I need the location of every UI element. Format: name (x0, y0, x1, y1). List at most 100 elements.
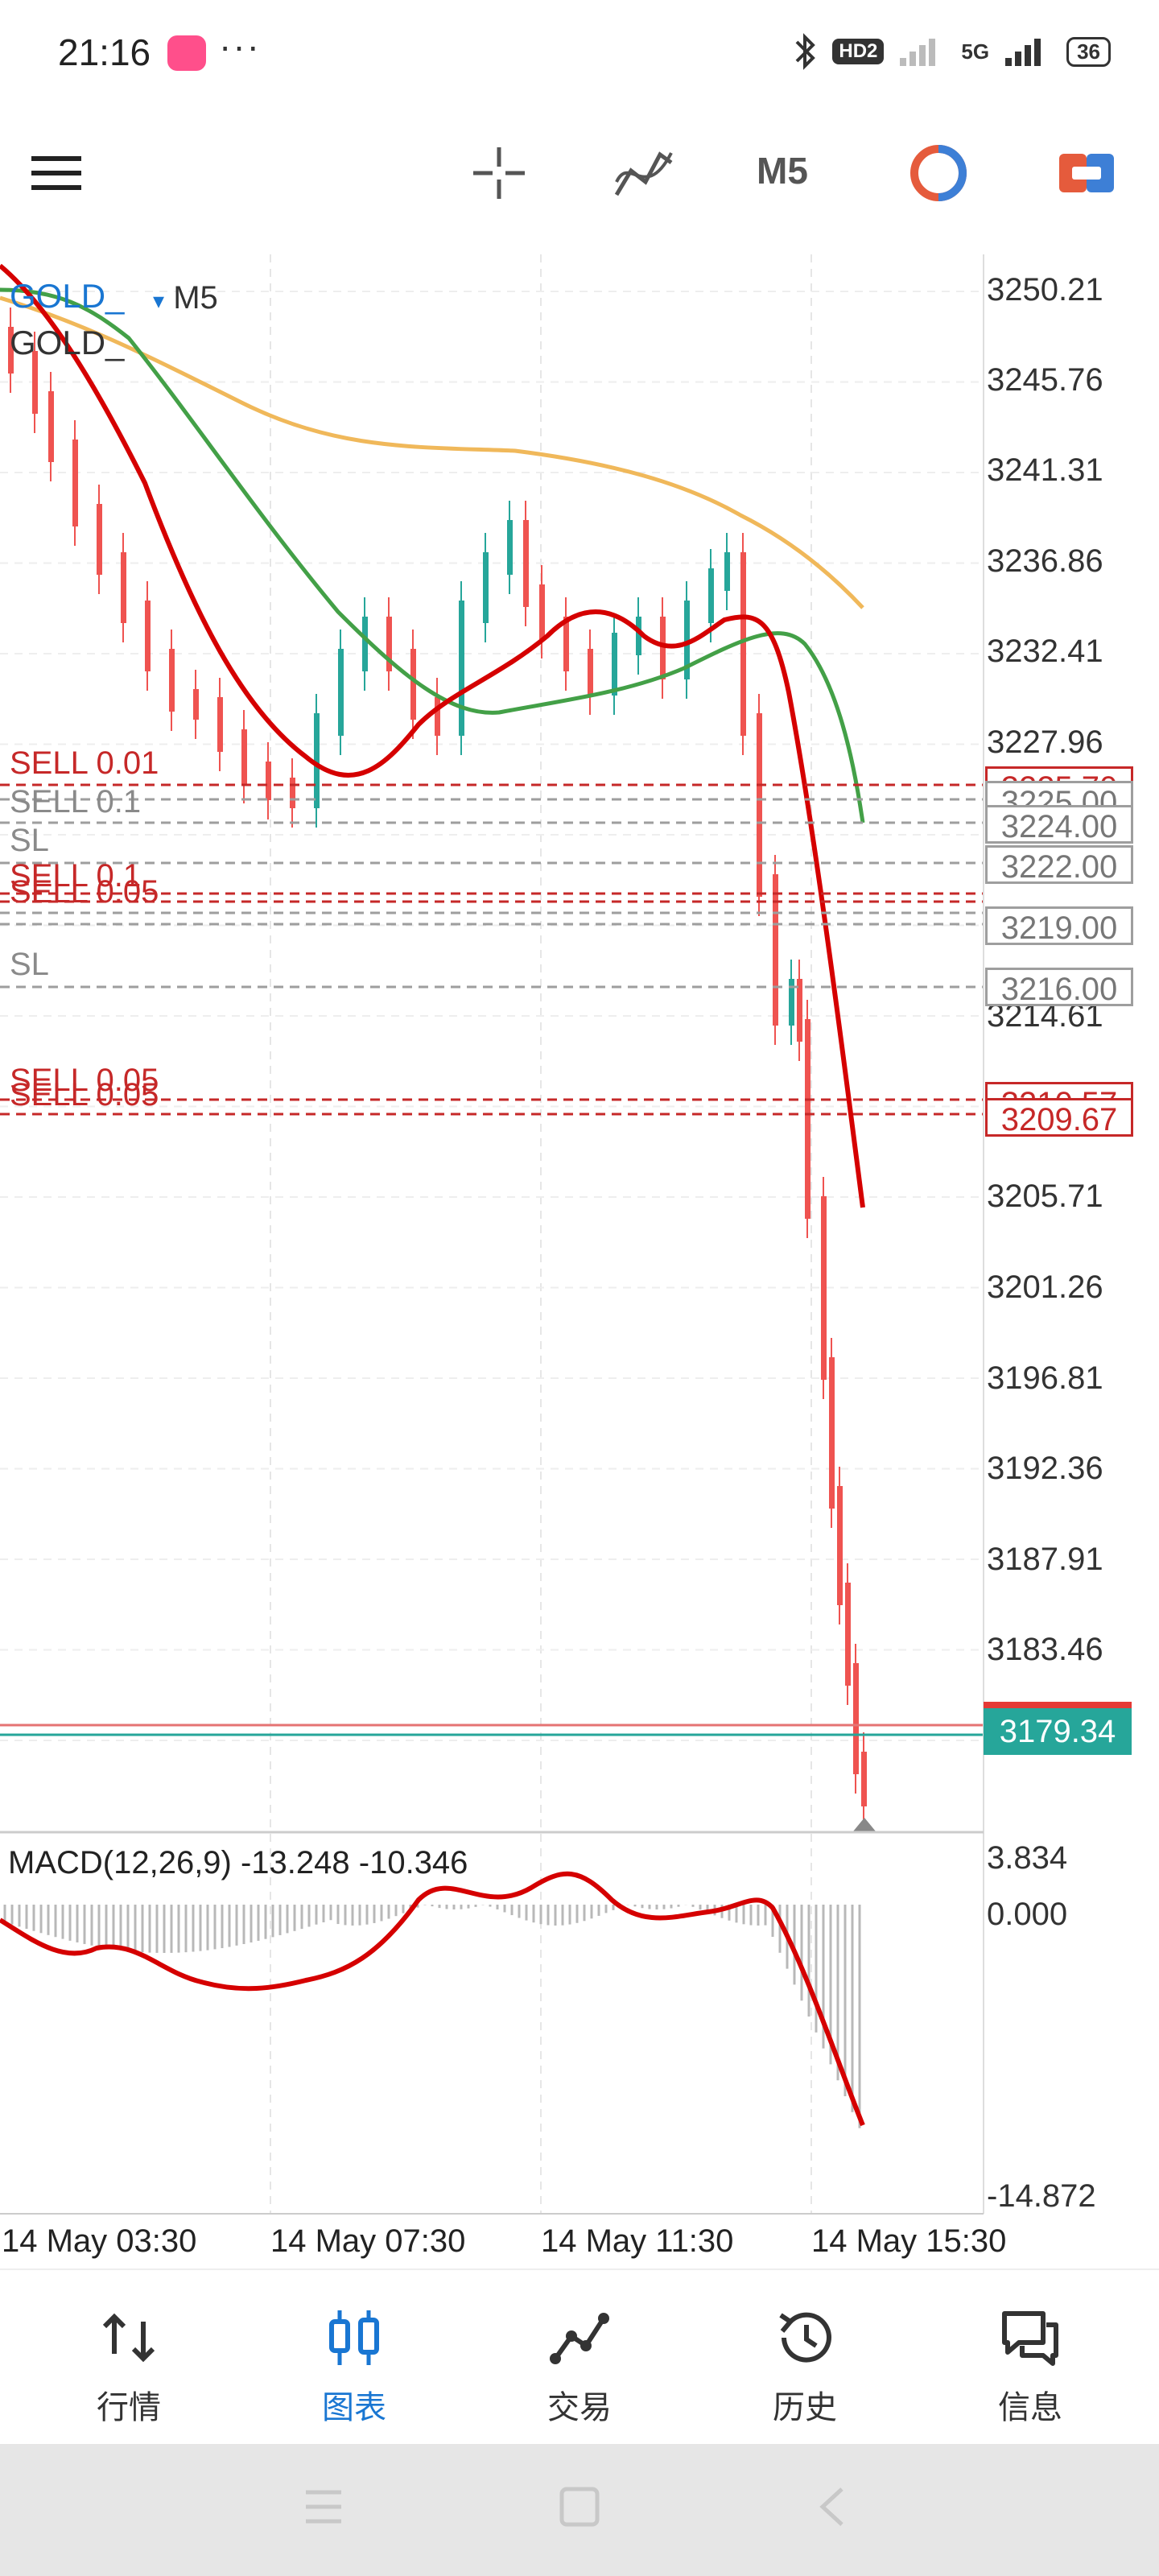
messages-icon (1002, 2311, 1058, 2366)
time-label: 14 May 11:30 (541, 2223, 734, 2259)
order-label[interactable]: SELL 0.1 (10, 784, 142, 819)
quotes-icon (102, 2313, 155, 2363)
candle-body (588, 649, 593, 696)
price-chart[interactable] (0, 0, 1159, 2254)
network-type: 5G (961, 39, 990, 64)
candle-body (797, 979, 802, 1042)
candle-body (169, 649, 175, 712)
candle-body (684, 601, 690, 679)
hd-badge: HD2 (832, 39, 885, 64)
candle-body (805, 1019, 810, 1219)
order-label[interactable]: SELL 0.05 (10, 1077, 159, 1113)
price-tick: 3196.81 (987, 1360, 1103, 1396)
recent-apps-icon[interactable] (301, 2484, 346, 2529)
price-tick: 3236.86 (987, 543, 1103, 579)
price-tick: 3245.76 (987, 362, 1103, 398)
sl-price-box[interactable]: 3222.00 (985, 845, 1133, 885)
timeframe-button[interactable]: M5 (757, 150, 808, 192)
candle-body (789, 979, 794, 1026)
candle-body (145, 601, 151, 671)
price-tick: 3241.31 (987, 452, 1103, 488)
price-tick: 3205.71 (987, 1179, 1103, 1214)
color-theme-icon[interactable] (906, 121, 971, 225)
macd-label: MACD(12,26,9) -13.248 -10.346 (8, 1845, 468, 1880)
macd-signal-line (0, 1871, 865, 2127)
candle-body (724, 552, 730, 591)
nav-label: 图表 (322, 2390, 386, 2425)
last-candle-marker-icon (853, 1818, 876, 1831)
price-tick: 3227.96 (987, 724, 1103, 760)
bluetooth-icon (795, 33, 816, 70)
system-nav-bar (0, 2444, 1159, 2576)
candle-body (845, 1583, 851, 1686)
trade-icon[interactable] (1054, 121, 1119, 225)
bottom-nav: 行情 图表 交易 历史 信息 (0, 2268, 1159, 2446)
order-label[interactable]: SELL 0.05 (10, 1063, 159, 1098)
sl-price-box[interactable]: 3216.00 (985, 968, 1133, 1007)
candle-body (314, 713, 320, 808)
sl-label[interactable]: SL (10, 823, 49, 858)
order-label[interactable]: SELL 0.1 (10, 858, 142, 894)
ma-fast-line (0, 263, 865, 1208)
candle-body (410, 649, 416, 720)
symbol-name[interactable]: GOLD_ (10, 277, 125, 315)
candle-body (523, 520, 529, 607)
battery-icon: 36 (1066, 36, 1111, 67)
order-label[interactable]: SELL 0.05 (10, 874, 159, 910)
nav-quotes[interactable]: 行情 (13, 2270, 245, 2446)
order-price-box[interactable]: 3209.67 (985, 1098, 1133, 1137)
nav-label: 信息 (998, 2390, 1062, 2425)
status-bar: 21:16 ··· HD2 5G 36 (0, 0, 1159, 105)
candle-body (612, 633, 617, 696)
home-icon[interactable] (557, 2484, 602, 2529)
sl-label[interactable]: SL (10, 947, 49, 982)
candle-body (821, 1196, 827, 1380)
sl-price-box[interactable]: 3224.00 (985, 805, 1133, 844)
app-notification-icon (167, 35, 206, 71)
chart-toolbar: M5 (0, 121, 1159, 225)
nav-messages[interactable]: 信息 (914, 2270, 1146, 2446)
price-tick: 3250.21 (987, 272, 1103, 308)
candle-body (97, 504, 102, 575)
price-tick: 3232.41 (987, 634, 1103, 669)
chart-timeframe: M5 (173, 280, 218, 316)
symbol-dropdown-icon[interactable]: ▾ (153, 288, 165, 313)
candle-body (386, 617, 392, 671)
price-tick: 3192.36 (987, 1451, 1103, 1486)
symbol-timeframe: ▾ M5 (153, 280, 218, 316)
candle-body (72, 440, 78, 526)
candle-body (757, 713, 762, 897)
back-icon[interactable] (811, 2484, 856, 2529)
symbol-description: GOLD_ (10, 324, 125, 361)
candle-body (266, 762, 271, 800)
price-tick: 3187.91 (987, 1542, 1103, 1577)
candle-body (8, 327, 14, 374)
candle-body (861, 1752, 867, 1806)
candle-body (290, 778, 295, 808)
macd-histogram (3, 1905, 861, 2128)
candle-body (459, 601, 464, 736)
candle-body (507, 520, 513, 575)
candle-body (483, 552, 489, 623)
nav-label: 历史 (773, 2390, 837, 2425)
menu-icon[interactable] (24, 121, 89, 225)
more-notifications-icon: ··· (219, 25, 261, 67)
candle-body (217, 697, 223, 752)
candle-body (773, 874, 778, 1026)
candles (8, 308, 867, 1826)
candle-body (853, 1663, 859, 1774)
candle-body (636, 617, 641, 655)
sl-price-box[interactable]: 3219.00 (985, 906, 1133, 946)
order-label[interactable]: SELL 0.01 (10, 745, 159, 781)
candle-body (32, 351, 38, 414)
nav-trade[interactable]: 交易 (464, 2270, 695, 2446)
macd-tick: -14.872 (987, 2178, 1096, 2214)
status-indicators: HD2 5G 36 (794, 32, 1111, 71)
nav-chart[interactable]: 图表 (238, 2270, 470, 2446)
candle-body (435, 697, 440, 736)
candle-body (193, 689, 199, 720)
nav-history[interactable]: 历史 (689, 2270, 921, 2446)
crosshair-icon[interactable] (467, 121, 531, 225)
macd-tick: 3.834 (987, 1840, 1068, 1876)
indicators-icon[interactable] (612, 121, 676, 225)
